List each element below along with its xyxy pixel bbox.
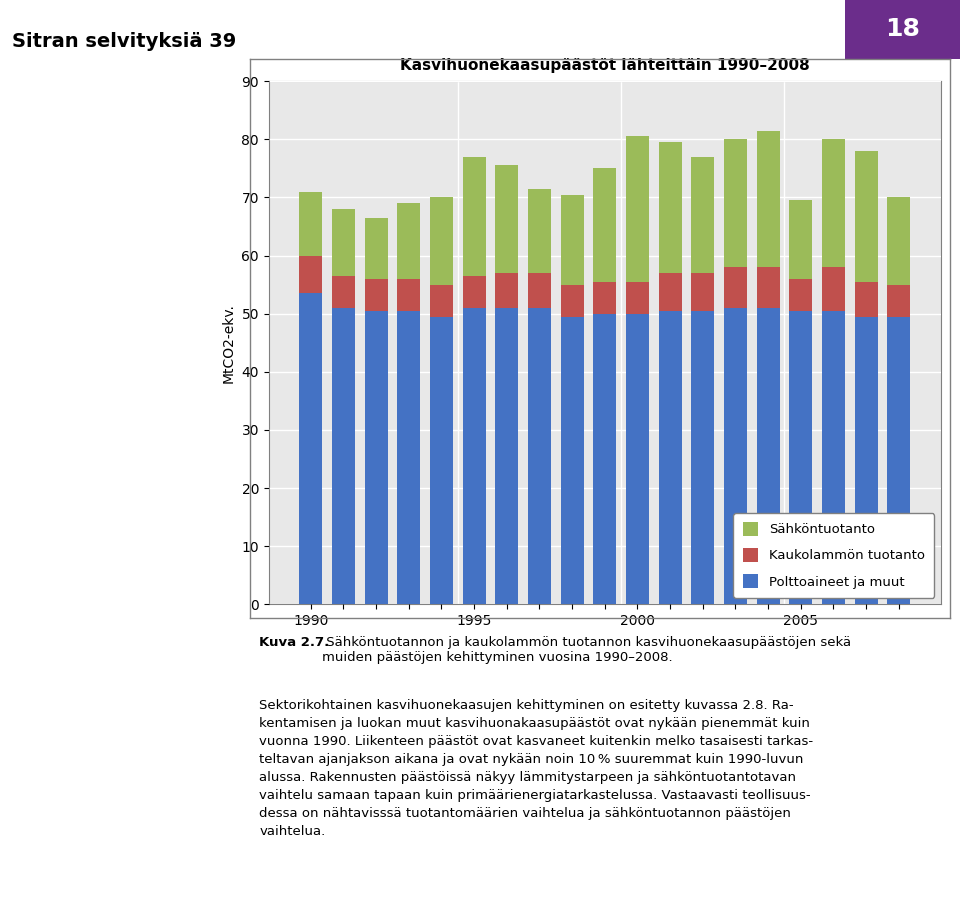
Bar	[463, 157, 486, 276]
Bar	[789, 200, 812, 279]
Bar	[659, 273, 682, 311]
Bar	[495, 165, 518, 273]
Bar	[626, 314, 649, 604]
Bar	[561, 285, 584, 317]
Bar	[397, 311, 420, 604]
Bar	[691, 311, 714, 604]
Text: 18: 18	[885, 17, 920, 41]
Bar	[887, 198, 910, 285]
Bar	[789, 311, 812, 604]
Bar	[724, 267, 747, 308]
Bar	[593, 169, 616, 281]
Bar	[397, 203, 420, 279]
Bar	[854, 151, 877, 281]
Bar	[887, 285, 910, 317]
Bar	[430, 317, 453, 604]
Bar	[789, 279, 812, 311]
Bar	[430, 198, 453, 285]
Bar	[495, 308, 518, 604]
Bar	[365, 217, 388, 279]
Bar	[756, 267, 780, 308]
Bar	[300, 255, 323, 293]
Bar	[822, 311, 845, 604]
Text: Sektorikohtainen kasvihuonekaasujen kehittyminen on esitetty kuvassa 2.8. Ra-
ke: Sektorikohtainen kasvihuonekaasujen kehi…	[259, 699, 813, 838]
Bar	[854, 281, 877, 317]
Bar	[528, 273, 551, 308]
Bar	[691, 157, 714, 273]
Bar	[822, 139, 845, 267]
Bar	[397, 279, 420, 311]
Bar	[659, 143, 682, 273]
Bar	[430, 285, 453, 317]
Bar	[365, 311, 388, 604]
Text: Sitran selvityksiä 39: Sitran selvityksiä 39	[12, 32, 236, 51]
Bar	[756, 131, 780, 267]
Bar	[561, 195, 584, 285]
Bar	[463, 276, 486, 308]
Bar	[463, 308, 486, 604]
Text: Sähköntuotannon ja kaukolammön tuotannon kasvihuonekaasupäästöjen sekä
muiden pä: Sähköntuotannon ja kaukolammön tuotannon…	[322, 636, 851, 664]
Bar	[332, 209, 355, 276]
Legend: Sähköntuotanto, Kaukolammön tuotanto, Polttoaineet ja muut: Sähköntuotanto, Kaukolammön tuotanto, Po…	[733, 513, 934, 598]
Bar	[659, 311, 682, 604]
Bar	[822, 267, 845, 311]
Bar	[332, 308, 355, 604]
Bar	[756, 308, 780, 604]
Bar	[561, 317, 584, 604]
Y-axis label: MtCO2-ekv.: MtCO2-ekv.	[222, 303, 236, 382]
Bar	[528, 189, 551, 273]
Bar	[495, 273, 518, 308]
Text: Kuva 2.7.: Kuva 2.7.	[259, 636, 329, 649]
Bar	[626, 136, 649, 281]
Bar	[724, 139, 747, 267]
Bar	[724, 308, 747, 604]
Bar	[593, 314, 616, 604]
Bar	[332, 276, 355, 308]
Bar	[691, 273, 714, 311]
Bar	[887, 317, 910, 604]
Bar	[300, 293, 323, 604]
Title: Kasvihuonekaasupäästöt lähteittäin 1990–2008: Kasvihuonekaasupäästöt lähteittäin 1990–…	[400, 58, 809, 73]
Bar	[528, 308, 551, 604]
Bar	[365, 279, 388, 311]
Bar	[300, 191, 323, 255]
Bar	[626, 281, 649, 314]
Bar	[854, 317, 877, 604]
Bar	[593, 281, 616, 314]
